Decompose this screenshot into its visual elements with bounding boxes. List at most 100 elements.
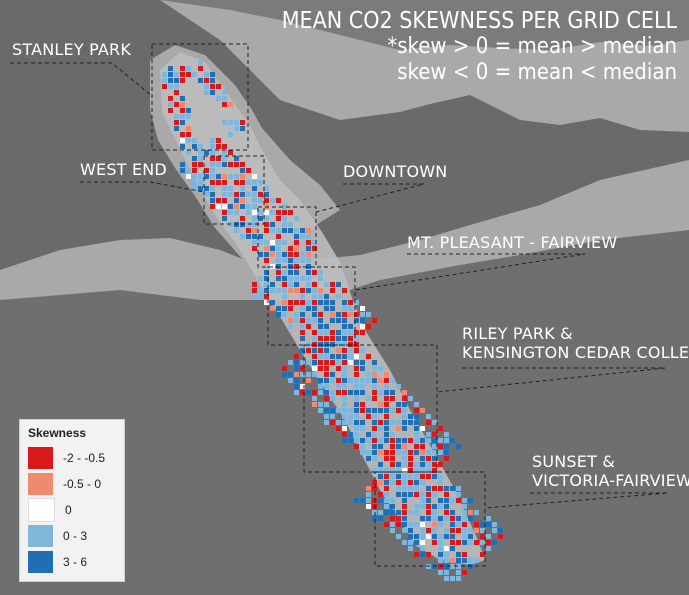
grid-cell bbox=[342, 378, 347, 383]
grid-cell bbox=[204, 78, 209, 83]
grid-cell bbox=[438, 558, 443, 563]
grid-cell bbox=[354, 378, 359, 383]
grid-cell bbox=[372, 432, 377, 437]
map-title: MEAN CO2 SKEWNESS PER GRID CELL bbox=[281, 8, 677, 34]
grid-cell bbox=[414, 438, 419, 443]
grid-cell bbox=[222, 198, 227, 203]
grid-cell bbox=[222, 162, 227, 167]
grid-cell bbox=[282, 300, 287, 305]
grid-cell bbox=[174, 78, 179, 83]
grid-cell bbox=[264, 294, 269, 299]
grid-cell bbox=[336, 312, 341, 317]
grid-cell bbox=[252, 288, 257, 293]
grid-cell bbox=[324, 372, 329, 377]
grid-cell bbox=[390, 450, 395, 455]
legend-label: 0 - 3 bbox=[63, 528, 88, 543]
grid-cell bbox=[264, 288, 269, 293]
grid-cell bbox=[360, 402, 365, 407]
grid-cell bbox=[432, 462, 437, 467]
grid-cell bbox=[342, 414, 347, 419]
grid-cell bbox=[294, 246, 299, 251]
grid-cell bbox=[336, 348, 341, 353]
grid-cell bbox=[396, 408, 401, 413]
grid-cell bbox=[252, 204, 257, 209]
grid-cell bbox=[414, 408, 419, 413]
grid-cell bbox=[180, 120, 185, 125]
grid-cell bbox=[402, 462, 407, 467]
grid-cell bbox=[210, 144, 215, 149]
grid-cell bbox=[318, 354, 323, 359]
grid-cell bbox=[378, 366, 383, 371]
leader-riley-park bbox=[436, 367, 666, 393]
grid-cell bbox=[468, 540, 473, 545]
grid-cell bbox=[300, 372, 305, 377]
grid-cell bbox=[252, 246, 257, 251]
grid-cell bbox=[462, 534, 467, 539]
grid-cell bbox=[318, 366, 323, 371]
grid-cell bbox=[324, 402, 329, 407]
grid-cell bbox=[210, 84, 215, 89]
grid-cell bbox=[222, 192, 227, 197]
grid-cell bbox=[180, 168, 185, 173]
grid-cell bbox=[300, 252, 305, 257]
legend-swatch bbox=[28, 550, 53, 573]
grid-cell bbox=[480, 522, 485, 527]
box-mt-pleasant bbox=[267, 266, 356, 346]
grid-cell bbox=[318, 402, 323, 407]
grid-cell bbox=[228, 102, 233, 107]
grid-cell bbox=[402, 480, 407, 485]
grid-cell bbox=[294, 366, 299, 371]
legend-swatch bbox=[28, 446, 53, 469]
grid-cell bbox=[168, 78, 173, 83]
grid-cell bbox=[234, 180, 239, 185]
grid-cell bbox=[402, 402, 407, 407]
grid-cell bbox=[198, 66, 203, 71]
grid-cell bbox=[186, 114, 191, 119]
grid-cell bbox=[444, 576, 449, 581]
grid-cell bbox=[336, 342, 341, 347]
grid-cell bbox=[444, 510, 449, 515]
grid-cell bbox=[402, 492, 407, 497]
grid-cell bbox=[360, 312, 365, 317]
grid-cell bbox=[300, 324, 305, 329]
grid-cell bbox=[474, 522, 479, 527]
grid-cell bbox=[288, 258, 293, 263]
grid-cell bbox=[240, 126, 245, 131]
grid-cell bbox=[186, 132, 191, 137]
grid-cell bbox=[462, 552, 467, 557]
grid-cell bbox=[312, 402, 317, 407]
grid-cell bbox=[468, 534, 473, 539]
grid-cell bbox=[282, 372, 287, 377]
grid-cell bbox=[366, 414, 371, 419]
grid-cell bbox=[276, 210, 281, 215]
grid-cell bbox=[384, 372, 389, 377]
grid-cell bbox=[288, 288, 293, 293]
grid-cell bbox=[240, 180, 245, 185]
grid-cell bbox=[312, 360, 317, 365]
grid-cell bbox=[294, 282, 299, 287]
grid-cell bbox=[306, 234, 311, 239]
grid-cell bbox=[426, 516, 431, 521]
grid-cell bbox=[366, 498, 371, 503]
grid-cell bbox=[372, 420, 377, 425]
grid-cell bbox=[168, 108, 173, 113]
grid-cell bbox=[306, 246, 311, 251]
grid-cell bbox=[390, 480, 395, 485]
map-title-block: MEAN CO2 SKEWNESS PER GRID CELL *skew > … bbox=[282, 8, 677, 85]
grid-cell bbox=[312, 300, 317, 305]
grid-cell bbox=[306, 258, 311, 263]
grid-cell bbox=[210, 78, 215, 83]
grid-cell bbox=[486, 546, 491, 551]
grid-cell bbox=[324, 384, 329, 389]
grid-cell bbox=[396, 510, 401, 515]
grid-cell bbox=[210, 174, 215, 179]
grid-cell bbox=[324, 282, 329, 287]
grid-cell bbox=[354, 318, 359, 323]
grid-cell bbox=[360, 330, 365, 335]
grid-cell bbox=[378, 444, 383, 449]
grid-cell bbox=[198, 162, 203, 167]
grid-cell bbox=[390, 504, 395, 509]
grid-cell bbox=[276, 288, 281, 293]
grid-cell bbox=[360, 444, 365, 449]
grid-cell bbox=[408, 468, 413, 473]
